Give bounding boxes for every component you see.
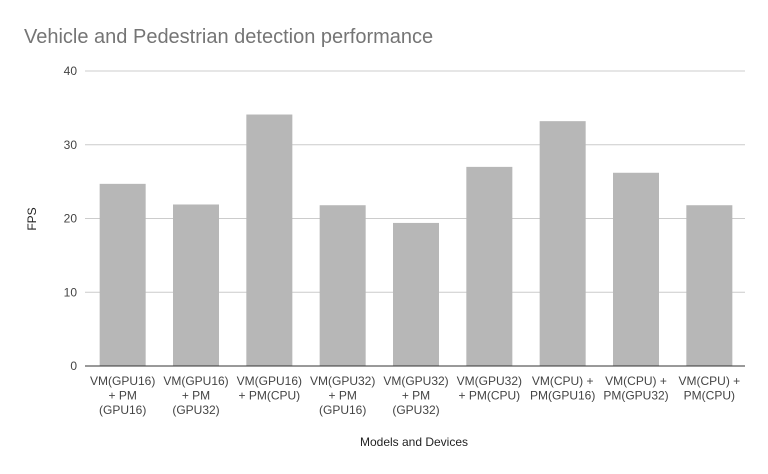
bar (686, 205, 733, 366)
x-category-line: VM(GPU32) (383, 374, 448, 388)
y-tick-label: 0 (70, 359, 77, 373)
x-category-label: VM(GPU32) + PM(CPU) (457, 374, 522, 403)
y-tick-label: 40 (64, 64, 78, 78)
x-category-line: VM(GPU16) (90, 374, 155, 388)
x-category-line: VM(GPU16) (163, 374, 228, 388)
x-category-line: VM(CPU) + (532, 374, 594, 388)
x-category-label: VM(GPU16) + PM (GPU32) (163, 374, 228, 417)
bar (99, 183, 146, 366)
x-category-label: VM(GPU32) + PM (GPU16) (310, 374, 375, 417)
y-axis-title: FPS (25, 207, 39, 230)
x-category-line: (GPU16) (319, 403, 366, 417)
x-category-line: + PM (108, 389, 136, 403)
x-category-line: VM(CPU) + (678, 374, 740, 388)
y-axis-ticks: 0 10 20 30 40 (64, 64, 78, 373)
x-category-line: + PM (402, 389, 430, 403)
x-category-label: VM(GPU16) + PM(CPU) (237, 374, 302, 403)
bar (246, 114, 293, 366)
bars (99, 114, 733, 367)
x-category-line: VM(GPU16) (237, 374, 302, 388)
bar (613, 172, 659, 366)
x-category-line: + PM (328, 389, 356, 403)
x-category-line: + PM(CPU) (238, 389, 300, 403)
x-category-label: VM(CPU) + PM(GPU16) (530, 374, 595, 403)
x-category-line: (GPU32) (392, 403, 439, 417)
y-tick-label: 30 (64, 138, 78, 152)
bar (173, 204, 219, 366)
bar (319, 205, 366, 366)
bar (466, 166, 513, 366)
x-axis-categories: VM(GPU16) + PM (GPU16)VM(GPU16) + PM (GPU32)… (90, 374, 740, 417)
x-category-line: (GPU32) (172, 403, 219, 417)
bar (393, 222, 439, 366)
x-category-label: VM(GPU16) + PM (GPU16) (90, 374, 155, 417)
x-category-line: PM(CPU) (684, 389, 735, 403)
y-tick-label: 20 (64, 212, 78, 226)
x-category-line: VM(CPU) + (605, 374, 667, 388)
x-category-line: + PM(CPU) (458, 389, 520, 403)
y-tick-label: 10 (64, 285, 78, 299)
x-category-line: PM(GPU16) (530, 389, 595, 403)
chart-title: Vehicle and Pedestrian detection perform… (24, 26, 433, 48)
x-category-line: + PM (182, 389, 210, 403)
bar (539, 121, 586, 367)
x-category-label: VM(GPU32) + PM (GPU32) (383, 374, 448, 417)
x-category-label: VM(CPU) + PM(CPU) (678, 374, 740, 403)
x-category-line: VM(GPU32) (457, 374, 522, 388)
x-category-line: PM(GPU32) (603, 389, 668, 403)
x-category-line: VM(GPU32) (310, 374, 375, 388)
x-category-line: (GPU16) (99, 403, 146, 417)
x-axis-title: Models and Devices (360, 435, 468, 449)
x-category-label: VM(CPU) + PM(GPU32) (603, 374, 668, 403)
